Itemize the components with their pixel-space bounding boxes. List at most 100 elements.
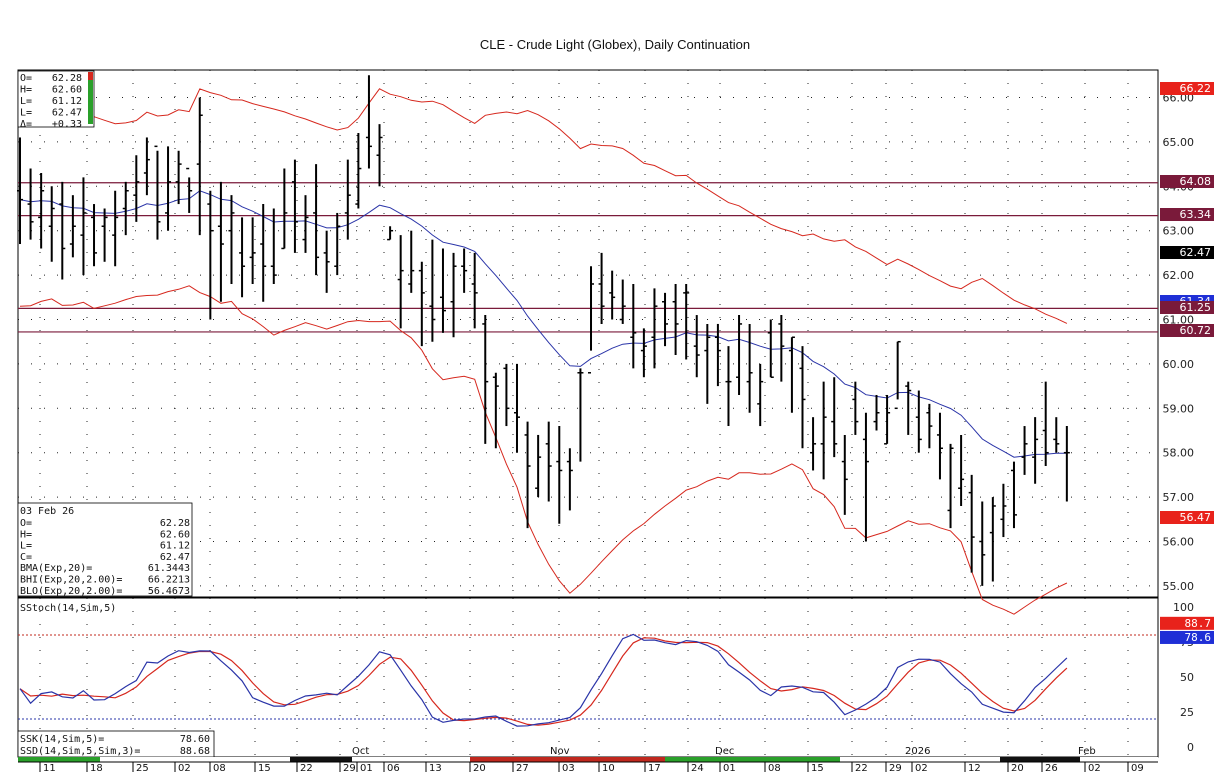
data-window-label: L= bbox=[20, 541, 32, 552]
date-tick-label: 20 bbox=[473, 763, 486, 774]
date-tick-label: 15 bbox=[811, 763, 824, 774]
info-boxes: O= 62.28 H= 62.60 L= 61.12 L= 62.47 Δ= +0.33 03 Fe… bbox=[17, 70, 193, 597]
price-tick-label: 62.00 bbox=[1163, 269, 1195, 282]
ssk-line bbox=[19, 633, 1068, 727]
ssk-tag-label: 78.6 bbox=[1185, 631, 1212, 644]
date-tick-label: 01 bbox=[360, 763, 373, 774]
data-window-value: 61.12 bbox=[160, 541, 190, 552]
data-window-value: 62.60 bbox=[160, 529, 190, 540]
date-tick-label: 12 bbox=[968, 763, 981, 774]
date-axis: 11 18 25 02 08 15 22 29 01 06 13 20 27 03 10 17 24 01 08 15… bbox=[18, 746, 1158, 774]
price-tag bbox=[1160, 246, 1214, 259]
date-tick-label: 11 bbox=[43, 763, 56, 774]
horizontal-levels bbox=[18, 182, 1158, 333]
price-tick-label: 55.00 bbox=[1163, 580, 1195, 593]
data-window-label: BMA(Exp,20)= bbox=[20, 563, 92, 574]
ssd-readout-label: SSD(14,Sim,5,Sim,3)= bbox=[20, 746, 140, 757]
ssd-readout-value: 88.68 bbox=[180, 746, 210, 757]
moving-average-line bbox=[19, 190, 1067, 458]
change-indicator-top bbox=[88, 72, 93, 80]
month-color-strip bbox=[470, 757, 665, 762]
date-tick-label: 17 bbox=[648, 763, 661, 774]
stochastic-panel: SStoch(14,Sim,5)025507510088.778.6SSK(14… bbox=[17, 601, 1214, 758]
date-tick-label: 02 bbox=[915, 763, 928, 774]
date-tick-label: 22 bbox=[300, 763, 313, 774]
price-tick-label: 56.00 bbox=[1163, 536, 1195, 549]
data-window-label: C= bbox=[20, 552, 32, 563]
vertical-grid bbox=[39, 70, 1129, 757]
ssd-tag-label: 88.7 bbox=[1185, 617, 1212, 630]
price-tag bbox=[1160, 208, 1214, 221]
horizontal-grid bbox=[18, 97, 1158, 587]
price-tick-label: 58.00 bbox=[1163, 447, 1195, 460]
date-tick-label: 01 bbox=[723, 763, 736, 774]
data-window-value: 61.3443 bbox=[148, 563, 190, 574]
price-tag-label: 64.08 bbox=[1180, 175, 1212, 188]
date-tick-label: 29 bbox=[889, 763, 902, 774]
data-window-box bbox=[17, 502, 193, 597]
price-tag bbox=[1160, 301, 1214, 314]
ohlc-summary-label: Δ= bbox=[20, 119, 32, 130]
month-label: Nov bbox=[550, 746, 570, 757]
stoch-tick-label: 50 bbox=[1180, 671, 1194, 684]
date-tick-label: 20 bbox=[1011, 763, 1024, 774]
ohlc-summary-box bbox=[17, 70, 95, 128]
month-color-strip bbox=[18, 757, 100, 762]
date-tick-label: 24 bbox=[691, 763, 704, 774]
data-window-label: BLO(Exp,20,2.00)= bbox=[20, 586, 122, 597]
date-tick-label: 09 bbox=[1131, 763, 1144, 774]
ohlc-summary-label: O= bbox=[20, 73, 32, 84]
data-window-value: 66.2213 bbox=[148, 575, 190, 586]
price-tick-label: 61.00 bbox=[1163, 314, 1195, 327]
ohlc-summary-value: 61.12 bbox=[52, 96, 82, 107]
ohlc-summary-label: H= bbox=[20, 85, 32, 96]
month-color-strip bbox=[100, 757, 290, 762]
ohlc-summary-value: 62.28 bbox=[52, 73, 82, 84]
price-tag-label: 61.25 bbox=[1180, 301, 1212, 314]
date-tick-label: 10 bbox=[602, 763, 615, 774]
change-indicator-bar bbox=[88, 72, 93, 124]
price-axis: 55.00 56.00 57.00 58.00 59.00 60.00 61.00 62.00… bbox=[1163, 92, 1195, 593]
month-label: Oct bbox=[352, 746, 369, 757]
date-tick-label: 13 bbox=[429, 763, 442, 774]
date-tick-label: 03 bbox=[562, 763, 575, 774]
price-tick-label: 63.00 bbox=[1163, 225, 1195, 238]
date-tick-label: 18 bbox=[90, 763, 103, 774]
ssk-readout-label: SSK(14,Sim,5)= bbox=[20, 734, 104, 745]
data-window-date: 03 Feb 26 bbox=[20, 506, 74, 517]
data-window-label: BHI(Exp,20,2.00)= bbox=[20, 575, 122, 586]
data-window-label: O= bbox=[20, 518, 32, 529]
chart-title: CLE - Crude Light (Globex), Daily Contin… bbox=[479, 37, 751, 52]
date-tick-label: 29 bbox=[343, 763, 356, 774]
price-tag-label: 62.47 bbox=[1180, 246, 1212, 259]
stoch-tick-label: 25 bbox=[1180, 706, 1194, 719]
date-tick-label: 02 bbox=[1088, 763, 1101, 774]
month-color-strip bbox=[1080, 757, 1158, 762]
price-tag bbox=[1160, 511, 1214, 524]
ohlc-summary-value: 62.47 bbox=[52, 108, 82, 119]
ssd-tag bbox=[1160, 616, 1214, 630]
stochastic-label: SStoch(14,Sim,5) bbox=[20, 603, 116, 614]
ohlc-bars bbox=[17, 75, 1070, 586]
ohlc-summary-value: 62.60 bbox=[52, 85, 82, 96]
month-color-strip bbox=[352, 757, 470, 762]
data-window-value: 62.47 bbox=[160, 552, 190, 563]
stoch-tick-label: 0 bbox=[1187, 741, 1194, 754]
lower-band-line bbox=[19, 285, 1068, 615]
date-tick-label: 08 bbox=[213, 763, 226, 774]
data-window-label: H= bbox=[20, 529, 32, 540]
date-tick-label: 08 bbox=[768, 763, 781, 774]
data-window-value: 62.28 bbox=[160, 518, 190, 529]
price-tag bbox=[1160, 175, 1214, 188]
ssk-tag bbox=[1160, 630, 1214, 644]
month-color-strip bbox=[1000, 757, 1080, 762]
price-tag-label: 63.34 bbox=[1180, 208, 1212, 221]
date-tick-label: 22 bbox=[855, 763, 868, 774]
date-tick-label: 02 bbox=[178, 763, 191, 774]
month-label: Dec bbox=[715, 746, 734, 757]
price-tick-label: 59.00 bbox=[1163, 402, 1195, 415]
ohlc-summary-value: +0.33 bbox=[52, 119, 82, 130]
date-tick-label: 15 bbox=[258, 763, 271, 774]
